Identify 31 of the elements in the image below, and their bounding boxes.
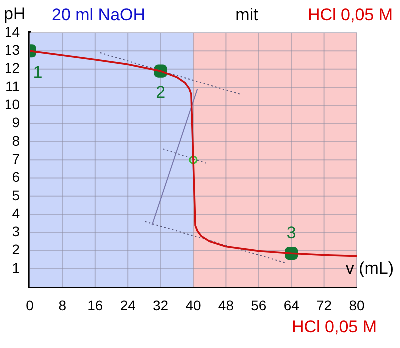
y-tick-label: 3: [12, 224, 20, 240]
annotation: 1: [33, 62, 43, 82]
y-tick-label: 4: [12, 205, 20, 222]
x-tick-label: 64: [284, 297, 300, 314]
x-tick-label: 48: [218, 297, 234, 314]
band-label: HCl 0,05 M: [308, 6, 393, 25]
x-tick-label: 32: [153, 297, 169, 314]
x-tick-label: 16: [88, 297, 104, 314]
y-tick-label: 6: [12, 169, 20, 186]
point: [189, 156, 198, 164]
x-tick-label: 56: [251, 297, 267, 314]
text: mit: [236, 6, 259, 25]
x-axis-title: v (mL): [346, 258, 394, 278]
annotation: 3: [286, 223, 296, 242]
x-tick-label: 24: [120, 297, 136, 314]
text: HCl 0,05 M: [292, 318, 377, 337]
y-tick-label: 8: [12, 132, 20, 149]
y-tick-label: 9: [12, 114, 20, 131]
y-tick-label: 11: [5, 78, 20, 94]
x-tick-label: 8: [58, 297, 67, 314]
y-tick-label: 5: [12, 187, 20, 204]
band-label: 20 ml NaOH: [52, 6, 146, 25]
x-tick-label: 0: [26, 297, 34, 314]
y-tick-label: 7: [12, 150, 20, 167]
x-tick-label: 40: [186, 297, 202, 314]
x-tick-label: 80: [349, 297, 365, 314]
annotation: 2: [156, 83, 166, 102]
x-tick-label: 72: [316, 297, 332, 314]
y-tick-label: 2: [12, 242, 20, 258]
y-tick-label: 1: [12, 260, 20, 276]
y-axis-title: pH: [4, 4, 26, 24]
